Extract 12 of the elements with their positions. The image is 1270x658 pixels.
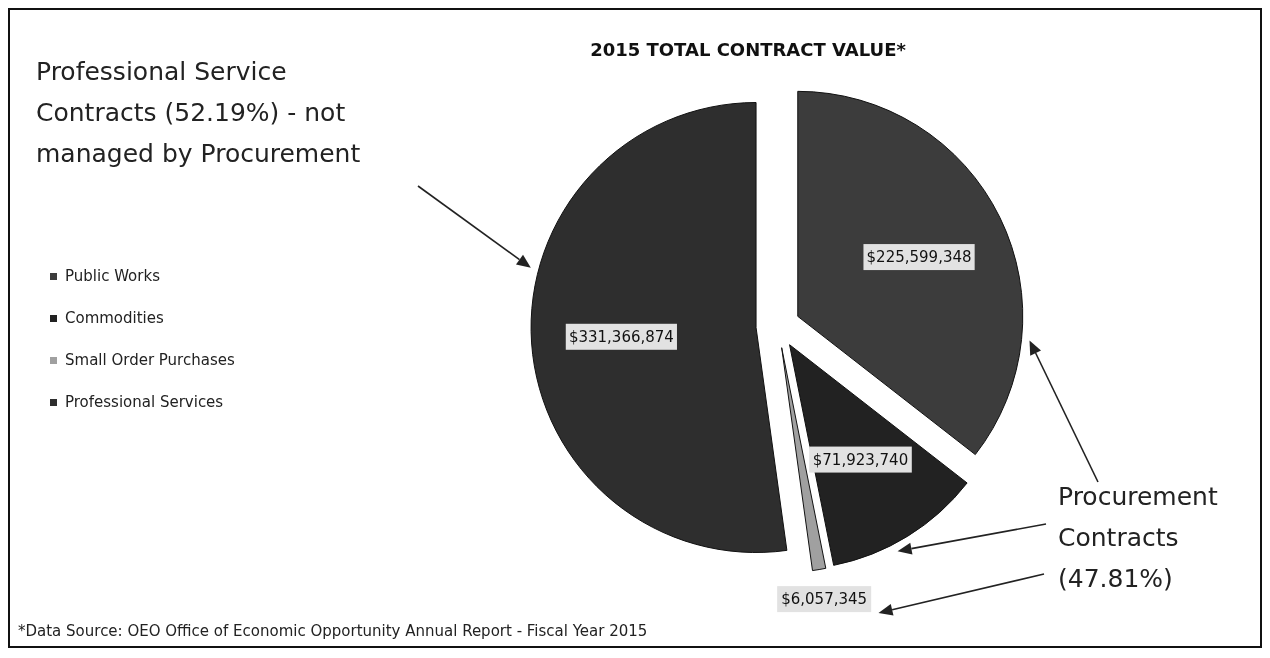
text: Professional Service Contracts (52.19%) - not managed by Procurement: [36, 57, 361, 168]
legend-label: Professional Services: [65, 393, 224, 411]
text: *Data Source: OEO Office of Economic Opportunity Annual Report - Fiscal Year 2015: [18, 622, 648, 640]
legend-label: Commodities: [65, 309, 165, 327]
data-label: $6,057,345: [781, 590, 868, 609]
data-label: $331,366,874: [568, 327, 674, 346]
data-label: $225,599,348: [866, 248, 972, 267]
chart-title: 2015 TOTAL CONTRACT VALUE*: [590, 39, 907, 60]
text: Procurement Contracts (47.81%): [1058, 482, 1218, 593]
data-label: $71,923,740: [812, 450, 909, 469]
legend-label: Small Order Purchases: [65, 351, 235, 369]
legend-label: Public Works: [65, 267, 161, 285]
